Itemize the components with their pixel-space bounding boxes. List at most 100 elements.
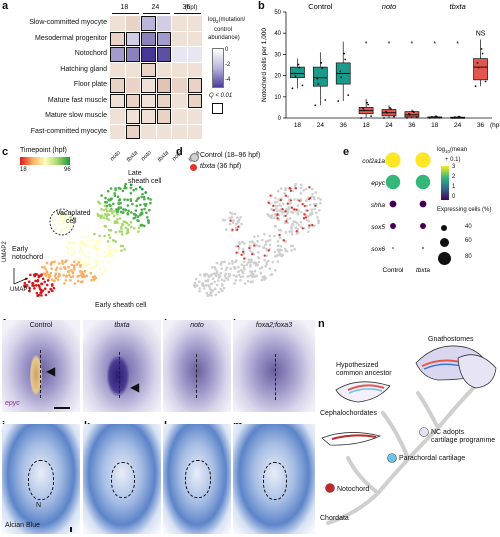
heatmap-cell <box>110 31 125 46</box>
umap-point <box>79 246 82 250</box>
heatmap-timepoint: 24 <box>151 4 160 11</box>
umap-point <box>140 208 144 211</box>
heatmap-cell <box>187 78 202 93</box>
umap-point <box>268 267 272 271</box>
tbxta-point <box>284 194 288 197</box>
umap-point <box>299 220 303 224</box>
umap-point <box>64 222 68 226</box>
umap-point <box>231 221 235 225</box>
ish-image-control: Control ◀ epyc <box>2 320 80 412</box>
dot-colorbar-tick: 0 <box>452 194 456 200</box>
umap-point <box>112 210 116 213</box>
umap-point <box>113 247 117 251</box>
umap-point <box>40 265 44 269</box>
umap-point <box>72 251 76 255</box>
umap-point <box>132 226 136 230</box>
umap-point <box>23 281 27 285</box>
umap-point <box>58 272 61 276</box>
expression-dot <box>385 174 401 190</box>
tbxta-point <box>286 202 289 205</box>
tbxta-point <box>293 208 296 211</box>
umap-point <box>70 222 73 226</box>
umap-point <box>49 271 53 275</box>
umap-point <box>98 234 101 238</box>
umap-point <box>319 201 322 205</box>
control-legend-label: Control (18–96 hpf) <box>200 152 261 159</box>
umap-point <box>297 209 300 213</box>
heatmap-cell <box>187 31 202 46</box>
umap-point <box>112 214 116 218</box>
umap-point <box>225 228 228 231</box>
data-point <box>294 75 297 78</box>
umap-point <box>78 244 82 248</box>
heatmap-cell <box>172 78 187 93</box>
umap-point <box>310 208 314 211</box>
midline-dashed <box>196 354 197 398</box>
umap-point <box>232 273 236 277</box>
umap-point <box>107 198 110 201</box>
gnathostomes-label: Gnathostomes <box>428 336 474 343</box>
timepoint-legend-title: Timepoint (hpf) <box>20 147 67 154</box>
heatmap-cell <box>187 109 202 124</box>
umap-point <box>111 202 115 206</box>
tbxta-point <box>298 199 301 202</box>
data-point <box>484 80 487 83</box>
tbxta-point <box>311 224 314 227</box>
tbxta-point <box>236 245 240 248</box>
umap-point <box>248 244 252 248</box>
umap-point <box>275 210 279 213</box>
umap-point <box>103 212 107 216</box>
umap-point <box>206 279 209 283</box>
umap-point <box>115 220 119 224</box>
umap-point <box>72 260 76 264</box>
data-point <box>461 116 464 119</box>
umap-point <box>273 250 277 254</box>
data-point <box>340 76 343 79</box>
umap-point <box>113 192 116 195</box>
umap-point <box>43 272 47 276</box>
umap-point <box>231 262 234 265</box>
umap-point <box>45 283 49 287</box>
umap-point <box>214 293 218 297</box>
umap-point <box>78 270 82 273</box>
data-point <box>451 117 454 119</box>
heatmap-cell <box>110 47 125 62</box>
umap-point <box>220 267 223 270</box>
heatmap-cell <box>125 78 140 93</box>
umap-point <box>247 261 250 264</box>
chordata-label: Chordata <box>320 515 349 522</box>
umap-point <box>111 253 114 257</box>
umap-point <box>236 270 240 273</box>
umap-point <box>251 280 254 283</box>
heatmap-cell <box>141 31 156 46</box>
umap-point <box>120 222 124 226</box>
umap-point <box>258 245 261 248</box>
umap-point <box>117 206 121 209</box>
umap-axis-arrow <box>13 277 29 285</box>
umap-point <box>266 213 270 216</box>
umap-point <box>31 282 35 285</box>
umap-point <box>197 280 201 283</box>
data-point <box>438 116 441 119</box>
heatmap-cell <box>172 16 187 31</box>
dot-col-label: tbxta <box>416 267 430 274</box>
umap-point <box>134 213 138 217</box>
x-tick-label: 24 <box>454 122 462 129</box>
umap-point <box>134 187 138 191</box>
umap-point <box>243 242 246 245</box>
umap-point <box>286 218 289 221</box>
umap-point <box>103 250 107 254</box>
umap-point <box>101 260 104 264</box>
umap-point <box>106 189 110 193</box>
umap-point <box>109 187 113 190</box>
dot-row-label: col2a1a <box>362 158 385 165</box>
timepoint-bracket <box>143 13 170 14</box>
umap-point <box>279 244 282 248</box>
umap-point <box>58 222 62 226</box>
umap-point <box>291 244 295 248</box>
umap-point <box>49 287 53 291</box>
tree-branch-gnathostome-1 <box>416 391 440 430</box>
umap-point <box>299 183 303 187</box>
umap-point <box>116 210 119 214</box>
dot-colorbar-tick: 3 <box>452 164 456 170</box>
